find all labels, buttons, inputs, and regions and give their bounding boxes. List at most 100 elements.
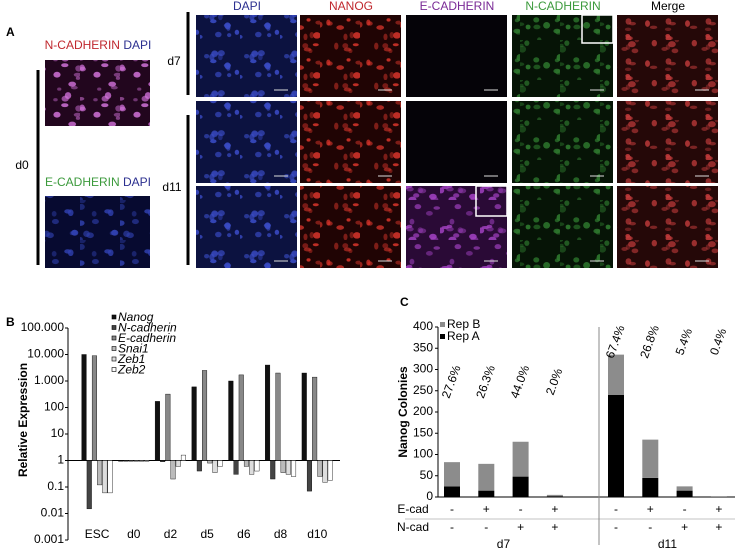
percent-label: 26.3% (473, 363, 498, 400)
row-label: d7 (167, 54, 181, 68)
bar (180, 454, 186, 461)
y-tick-label: 150 (413, 425, 433, 439)
bar (243, 460, 249, 467)
bar (249, 460, 255, 475)
bar (212, 460, 218, 473)
inset (475, 185, 508, 217)
bar-segment (676, 490, 693, 497)
legend-swatch (111, 356, 117, 362)
bar (301, 372, 307, 461)
bar (233, 460, 239, 475)
bar-segment (444, 486, 460, 497)
legend-label: Nanog (118, 310, 154, 324)
micrograph (300, 101, 401, 183)
bar-segment (642, 477, 659, 497)
row-label: d0 (15, 158, 29, 172)
bar-segment (512, 441, 529, 477)
y-tick-label: 100 (413, 447, 433, 461)
micrograph (45, 60, 150, 126)
legend-swatch (111, 314, 117, 320)
micrograph (45, 196, 150, 268)
row-sign: - (648, 520, 652, 534)
y-tick-label: 100 (44, 400, 64, 414)
x-tick-label: d0 (127, 527, 141, 541)
column-header: NANOG (329, 0, 373, 13)
bar-segment (710, 496, 727, 497)
x-tick-label: ESC (85, 527, 110, 541)
legend-swatch (111, 346, 117, 351)
legend-label: Rep A (447, 329, 480, 343)
y-tick-label: 0.01 (41, 506, 65, 520)
bar-segment (478, 490, 495, 497)
bar-segment (676, 486, 693, 491)
y-tick-label: 100.000 (21, 320, 65, 334)
bar (133, 460, 139, 462)
bar (322, 460, 328, 483)
label-part: E-CADHERIN (45, 175, 120, 189)
bar (327, 460, 333, 481)
bar (275, 372, 281, 461)
bar (312, 376, 318, 461)
bar (207, 460, 213, 464)
column-header: N-CADHERIN (525, 0, 600, 13)
legend-swatch (111, 335, 117, 341)
bar (81, 354, 87, 461)
bar (154, 401, 160, 461)
y-tick-label: 0 (426, 489, 433, 503)
micrograph (406, 101, 507, 183)
bar (228, 380, 234, 461)
percent-label: 27.6% (439, 363, 464, 400)
bar (107, 460, 113, 494)
micrograph (406, 15, 507, 97)
bar (270, 460, 276, 480)
micrograph (300, 15, 401, 97)
bar-segment (478, 463, 495, 491)
bar (123, 460, 129, 462)
legend-swatch (111, 325, 117, 330)
bar-segment (608, 354, 624, 395)
group-label: d7 (497, 537, 511, 550)
image-label: E-CADHERIN DAPI (45, 175, 151, 189)
micrograph (196, 15, 297, 97)
row-sign: + (647, 502, 654, 516)
row-sign: - (484, 520, 488, 534)
bar (97, 460, 103, 486)
panel-label: A (6, 25, 15, 39)
column-header: Merge (651, 0, 685, 13)
y-tick-label: 250 (413, 383, 433, 397)
image-label: N-CADHERIN DAPI (45, 38, 152, 52)
row-sign: + (517, 520, 524, 534)
label-part: DAPI (123, 175, 151, 189)
micrograph (617, 15, 718, 97)
x-tick-label: d8 (274, 527, 288, 541)
micrograph (512, 15, 613, 97)
row-sign: - (450, 502, 454, 516)
legend-label: Snai1 (118, 342, 149, 356)
bar (280, 460, 286, 473)
bar (170, 460, 176, 480)
y-axis-label: Relative Expression (16, 363, 30, 477)
panel-label: C (400, 295, 409, 309)
row-sign: + (551, 502, 558, 516)
row-sign: + (551, 520, 558, 534)
y-tick-label: 1.000 (34, 373, 64, 387)
x-tick-label: d2 (164, 527, 178, 541)
legend-label: N-cadherin (118, 321, 177, 335)
percent-label: 2.0% (543, 366, 566, 397)
legend-swatch (111, 367, 117, 372)
bar (139, 460, 145, 462)
row-label: d11 (162, 180, 181, 194)
y-tick-label: 400 (413, 319, 433, 333)
legend-label: E-cadherin (118, 331, 176, 345)
bar (144, 460, 150, 462)
bar (191, 386, 197, 461)
micrograph (512, 186, 613, 268)
bar (128, 460, 134, 462)
bar (238, 374, 244, 461)
row-sign: + (715, 502, 722, 516)
row-sign: - (450, 520, 454, 534)
label-part: DAPI (123, 38, 151, 52)
bar-segment (546, 496, 563, 497)
legend-swatch (440, 322, 445, 327)
legend-label: Zeb2 (117, 363, 146, 377)
